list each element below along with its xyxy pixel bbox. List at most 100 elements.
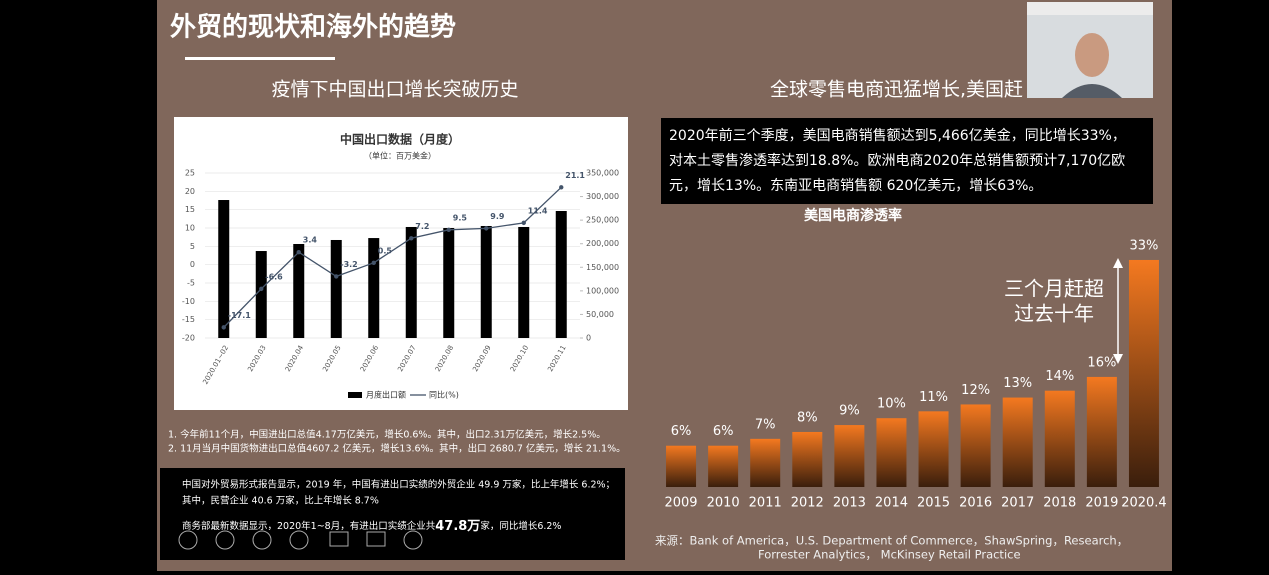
data-label: 0.5 [378,246,393,255]
line [223,186,562,328]
y2-tick-label: 0 [586,334,591,343]
data-label: 21.1 [565,171,585,180]
line-marker [334,274,339,279]
y2-tick-label: 350,000 [586,169,619,178]
tool-icon[interactable] [215,530,235,550]
x-tick-label: 2015 [917,496,950,511]
chart-subtitle: （单位：百万美金） [364,151,436,161]
title-underline [185,57,335,60]
legend-label: 月度出口额 [366,390,406,400]
bar [918,411,949,487]
person-head [1075,33,1109,77]
tool-icon[interactable] [329,531,349,547]
toolbar [178,530,423,550]
x-tick-label: 2009 [664,496,697,511]
data-label: 13% [1003,376,1032,391]
x-tick-label: 2017 [1001,496,1034,511]
data-label: 33% [1130,238,1159,253]
data-label: -17.1 [228,311,251,320]
line-marker [559,185,564,190]
data-label: 14% [1045,369,1074,384]
y-tick-label: -15 [182,315,195,324]
bar [330,239,342,338]
data-label: 11% [919,390,948,405]
data-label: 7% [755,417,776,432]
x-tick-label: 2011 [749,496,782,511]
line-marker [221,325,226,330]
data-label: 3.4 [303,236,318,245]
line-marker [484,226,489,231]
y-tick-label: 25 [185,169,195,178]
y-tick-label: -10 [182,297,195,306]
bar [518,226,530,338]
box-line: 商务部最新数据显示，2020年1~8月，有进出口实绩企业共47.8万家，同比增长… [182,519,561,534]
video-panel [1027,2,1153,98]
y2-tick-label: 300,000 [586,192,619,201]
box-line-part: 家，同比增长6.2% [480,520,561,532]
data-label: -6.6 [265,272,283,281]
line-marker [371,260,376,266]
slide-title: 外贸的现状和海外的趋势 [170,12,456,43]
data-label: -3.2 [340,260,358,269]
bar [792,431,823,487]
tool-icon[interactable] [366,531,386,547]
data-label: 7.2 [415,222,429,231]
line-marker [409,236,414,241]
y-tick-label: 0 [190,260,195,269]
bar [666,445,697,487]
bar [405,226,417,338]
note: 1. 今年前11个月，中国进出口总值4.17万亿美元，增长0.6%。其中，出口2… [168,429,606,441]
note: 2. 11月当月中国货物进出口总值4607.2 亿美元，增长13.6%。其中，出… [168,443,626,455]
bar [834,425,865,487]
source-line: Forrester Analytics， McKinsey Retail Pra… [758,548,1021,562]
y-tick-label: 5 [190,242,195,251]
tool-icon[interactable] [403,530,423,550]
chart-title: 美国电商渗透率 [804,207,902,224]
tool-icon[interactable] [289,530,309,550]
data-label: 12% [961,383,990,398]
line-marker [446,227,451,233]
tool-icon[interactable] [252,530,272,550]
x-tick-label: 2013 [833,496,866,511]
line-marker [259,286,264,292]
box-line-part: 商务部最新数据显示，2020年1~8月，有进出口实绩企业共 [182,520,436,532]
note-box [160,468,625,560]
data-label: 10% [877,397,906,412]
y2-tick-label: 250,000 [586,216,619,225]
bar [293,243,305,338]
bar [708,445,739,487]
bar [1086,376,1117,487]
line-marker [296,250,301,255]
data-label: 6% [671,424,692,439]
x-tick-label: 2010 [707,496,740,511]
left-heading: 疫情下中国出口增长突破历史 [271,79,518,101]
data-label: 8% [797,410,818,425]
data-label: 9% [839,404,860,419]
y-tick-label: -20 [182,334,195,343]
x-tick-label: 2019 [1085,496,1118,511]
line-marker [521,220,526,226]
y-tick-label: 15 [185,205,195,214]
right-heading: 全球零售电商迅猛增长,美国赶 [770,79,1023,101]
bar [218,200,230,338]
bar [1002,397,1033,487]
y-tick-label: 20 [185,187,195,196]
bar [255,251,267,338]
bar [1128,259,1159,487]
x-tick-label: 2018 [1043,496,1076,511]
legend-swatch [348,392,362,398]
y2-tick-label: 50,000 [586,310,614,319]
y2-tick-label: 100,000 [586,286,619,295]
bar [555,210,567,338]
bar [368,238,380,338]
bar [480,225,492,338]
box-line: 其中，民营企业 40.6 万家，比上年增长 8.7% [182,495,379,507]
box-line: 中国对外贸易形式报告显示，2019 年，中国有进出口实绩的外贸企业 49.9 万… [182,479,615,491]
source-line: 来源：Bank of America，U.S. Department of Co… [655,534,1128,548]
tool-icon[interactable] [178,530,198,550]
x-tick-label: 2020.4 [1121,496,1167,511]
legend-label: 同比(%) [429,390,459,400]
annotation: 三个月赶超 [1004,277,1104,301]
